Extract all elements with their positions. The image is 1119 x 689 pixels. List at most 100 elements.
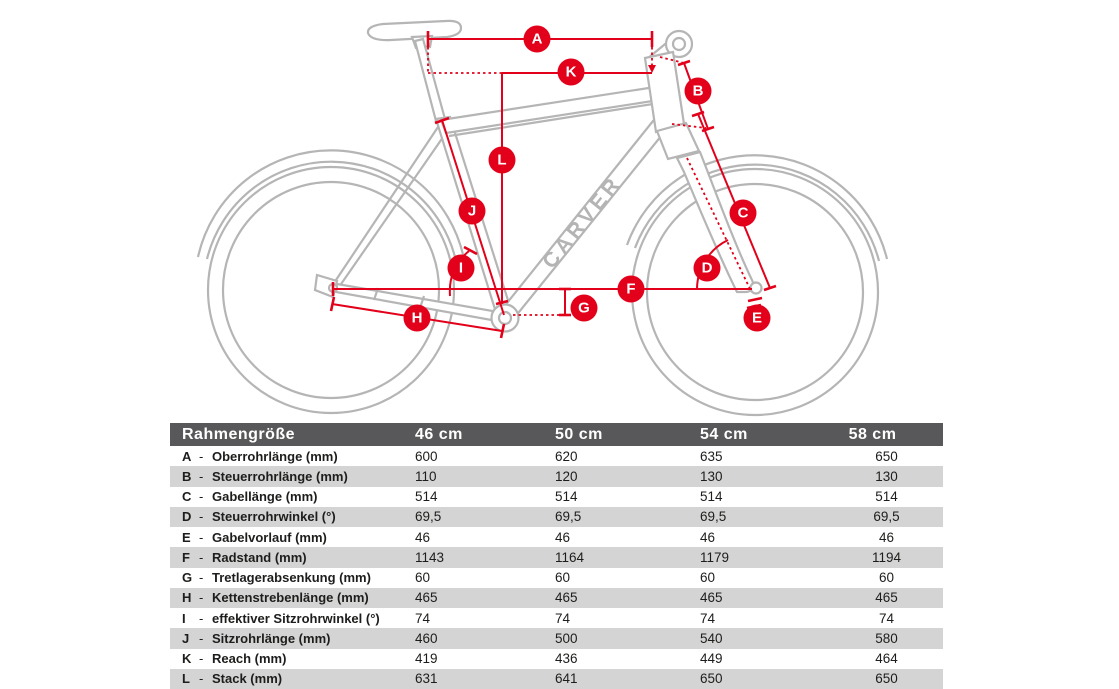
fork-crown xyxy=(655,121,701,161)
row-measure-name: effektiver Sitzrohrwinkel (°) xyxy=(212,610,380,626)
cell-value: 60 xyxy=(878,570,895,586)
row-label: A - Oberrohrlänge (mm) xyxy=(170,449,415,464)
row-measure-name: Gabelvorlauf (mm) xyxy=(212,529,327,545)
cell-value: 74 xyxy=(555,610,571,626)
row-measure-name: Oberrohrlänge (mm) xyxy=(212,448,338,464)
row-letter: D xyxy=(182,509,192,525)
cell-value: 69,5 xyxy=(700,509,727,525)
cell-value: 540 xyxy=(700,630,723,646)
header-size-54cm: 54 cm xyxy=(700,425,748,443)
cell-value: 449 xyxy=(700,651,723,667)
row-label: G - Tretlagerabsenkung (mm) xyxy=(170,570,415,585)
bottom-bracket xyxy=(490,303,520,333)
row-letter: H xyxy=(182,590,192,606)
row-letter: F xyxy=(182,549,190,565)
row-separator: - xyxy=(199,651,204,667)
row-separator: - xyxy=(199,448,204,464)
row-letter: L xyxy=(182,671,190,687)
table-row-K: K - Reach (mm) 419 436 449 464 xyxy=(170,649,943,669)
cell-value: 465 xyxy=(415,590,438,606)
cell-value: 110 xyxy=(415,468,437,484)
cell-value: 514 xyxy=(700,489,723,505)
cell-value: 1164 xyxy=(555,549,585,565)
row-label: F - Radstand (mm) xyxy=(170,550,415,565)
row-label: J - Sitzrohrlänge (mm) xyxy=(170,631,415,646)
cell-value: 436 xyxy=(555,651,578,667)
cell-value: 69,5 xyxy=(873,509,900,525)
table-row-J: J - Sitzrohrlänge (mm) 460 500 540 580 xyxy=(170,628,943,649)
row-label: H - Kettenstrebenlänge (mm) xyxy=(170,590,415,605)
table-row-C: C - Gabellänge (mm) 514 514 514 514 xyxy=(170,487,943,507)
row-measure-name: Gabellänge (mm) xyxy=(212,489,318,505)
cell-value: 620 xyxy=(555,448,578,464)
cell-value: 650 xyxy=(700,671,723,687)
saddle xyxy=(366,19,463,42)
cell-value: 69,5 xyxy=(555,509,582,525)
row-letter: G xyxy=(182,570,193,586)
cell-value: 465 xyxy=(555,590,578,606)
row-measure-name: Tretlagerabsenkung (mm) xyxy=(212,570,371,586)
top-tube xyxy=(439,85,661,135)
cell-value: 1194 xyxy=(871,549,902,565)
cell-value: 500 xyxy=(555,630,578,646)
cell-value: 130 xyxy=(875,468,898,484)
row-letter: C xyxy=(182,489,192,505)
cell-value: 120 xyxy=(555,468,578,484)
frame: CARVER xyxy=(313,19,763,333)
row-measure-name: Stack (mm) xyxy=(212,671,283,687)
table-body: A - Oberrohrlänge (mm) 600 620 635 650 B - Steuer… xyxy=(170,446,943,689)
row-label: D - Steuerrohrwinkel (°) xyxy=(170,509,415,524)
row-letter: J xyxy=(182,630,190,646)
cell-value: 1143 xyxy=(415,549,445,565)
table-row-A: A - Oberrohrlänge (mm) 600 620 635 650 xyxy=(170,446,943,466)
cell-value: 74 xyxy=(700,610,716,626)
header-size-58cm: 58 cm xyxy=(848,425,897,443)
cell-value: 650 xyxy=(875,448,898,464)
cell-value: 419 xyxy=(415,651,438,667)
cell-value: 1179 xyxy=(700,549,730,565)
row-measure-name: Steuerrohrlänge (mm) xyxy=(212,468,348,484)
row-separator: - xyxy=(199,509,204,525)
cell-value: 130 xyxy=(700,468,723,484)
table-row-L: L - Stack (mm) 631 641 650 650 xyxy=(170,668,943,689)
row-letter: E xyxy=(182,529,191,545)
cell-value: 60 xyxy=(555,570,571,586)
header-size-50cm: 50 cm xyxy=(555,425,603,443)
table-row-G: G - Tretlagerabsenkung (mm) 60 60 60 60 xyxy=(170,568,943,588)
row-measure-name: Radstand (mm) xyxy=(212,549,307,565)
cell-value: 460 xyxy=(415,630,438,646)
row-separator: - xyxy=(199,549,204,565)
row-label: K - Reach (mm) xyxy=(170,651,415,666)
cell-value: 74 xyxy=(415,610,431,626)
header-frame-size: Rahmengröße xyxy=(182,425,296,443)
cell-value: 464 xyxy=(875,651,898,667)
cell-value: 650 xyxy=(875,671,898,687)
header-size-46cm: 46 cm xyxy=(415,425,463,443)
cell-value: 635 xyxy=(700,448,723,464)
row-separator: - xyxy=(199,590,204,606)
row-separator: - xyxy=(199,671,204,687)
cell-value: 69,5 xyxy=(415,509,442,525)
cell-value: 74 xyxy=(878,610,895,626)
row-label: I - effektiver Sitzrohrwinkel (°) xyxy=(170,611,415,626)
row-measure-name: Kettenstrebenlänge (mm) xyxy=(212,590,369,606)
row-measure-name: Sitzrohrlänge (mm) xyxy=(212,630,331,646)
row-letter: B xyxy=(182,468,192,484)
table-row-E: E - Gabelvorlauf (mm) 46 46 46 46 xyxy=(170,527,943,547)
table-row-I: I - effektiver Sitzrohrwinkel (°) 74 74 74 74 xyxy=(170,608,943,628)
row-separator: - xyxy=(199,489,204,505)
table-row-H: H - Kettenstrebenlänge (mm) 465 465 465 465 xyxy=(170,587,943,608)
cell-value: 465 xyxy=(875,590,898,606)
row-label: C - Gabellänge (mm) xyxy=(170,489,415,504)
cell-value: 46 xyxy=(878,529,895,545)
cell-value: 514 xyxy=(415,489,438,505)
row-measure-name: Reach (mm) xyxy=(212,651,287,667)
cell-value: 580 xyxy=(875,630,898,646)
row-separator: - xyxy=(199,468,204,484)
table-row-F: F - Radstand (mm) 1143 1164 1179 1194 xyxy=(170,547,943,568)
table-row-D: D - Steuerrohrwinkel (°) 69,5 69,5 69,5 69,5 xyxy=(170,506,943,527)
cell-value: 465 xyxy=(700,590,723,606)
brand-logo: CARVER xyxy=(538,171,627,273)
